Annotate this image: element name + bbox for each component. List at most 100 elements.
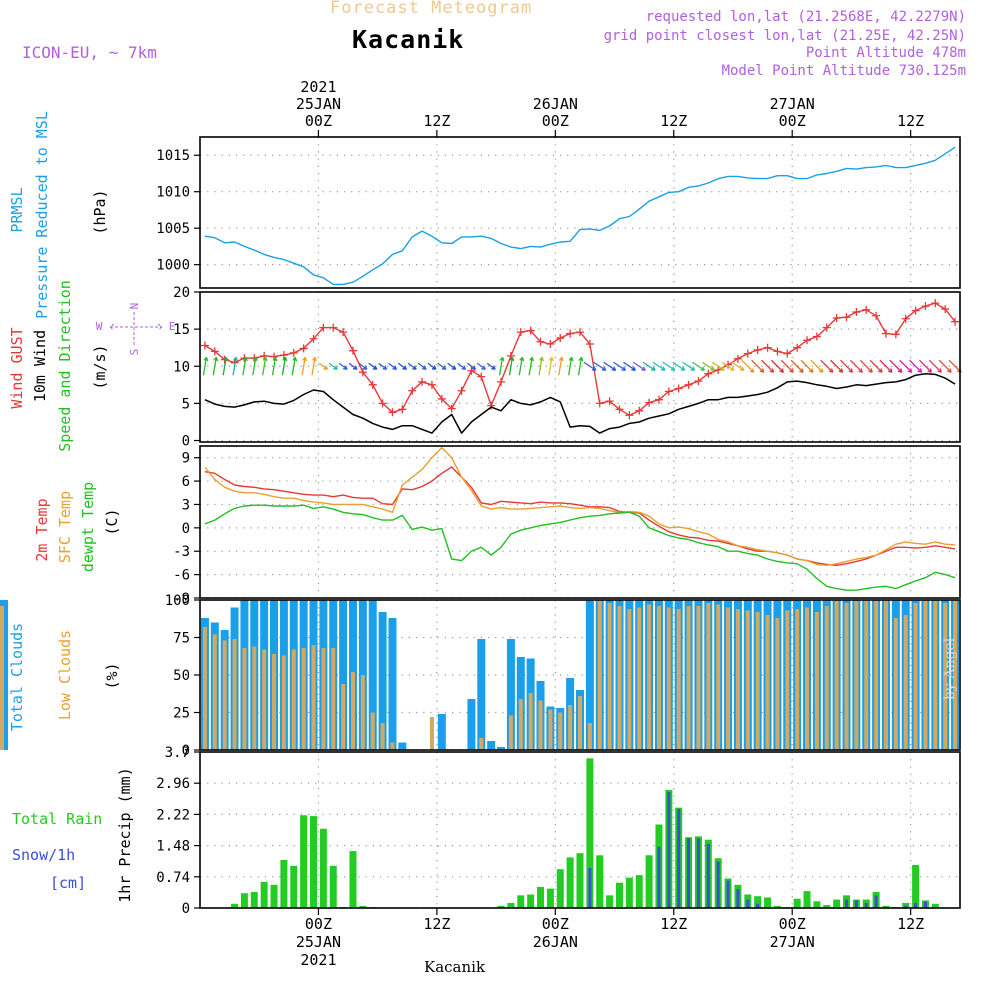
pressure-ytick-label: 1000 bbox=[156, 258, 190, 274]
rain-bar bbox=[556, 869, 564, 908]
low-cloud-bar bbox=[578, 696, 582, 750]
wind-direction-arrowhead bbox=[312, 356, 317, 362]
rain-bar bbox=[645, 855, 653, 908]
wind-direction-arrowhead bbox=[203, 356, 209, 362]
precip-ylabel-cm: [cm] bbox=[50, 874, 86, 892]
wind-direction-arrowhead bbox=[242, 356, 248, 362]
wind-direction-arrow bbox=[548, 357, 553, 376]
wind-gust-point bbox=[319, 323, 328, 332]
wind-direction-arrowhead bbox=[431, 365, 437, 370]
wind-direction-arrow bbox=[338, 362, 348, 370]
wind-direction-arrow bbox=[692, 361, 705, 371]
rain-bar bbox=[576, 853, 584, 908]
total-cloud-bar bbox=[398, 742, 407, 750]
bottom-axis-label: 2021 bbox=[300, 951, 336, 969]
low-cloud-bar bbox=[805, 607, 810, 750]
wind-direction-arrowhead bbox=[848, 368, 854, 373]
low-cloud-bar bbox=[548, 709, 553, 750]
pressure-ytick-label: 1005 bbox=[156, 221, 190, 237]
precip-ytick-label: 0 bbox=[182, 901, 190, 917]
model-altitude: Model Point Altitude 730.125m bbox=[721, 63, 966, 79]
wind-gust-point bbox=[852, 308, 861, 317]
temperature-ytick-label: 0 bbox=[182, 521, 190, 537]
wind-direction-arrow bbox=[622, 361, 636, 371]
temp-ylabel-dewpt: dewpt Temp bbox=[79, 482, 97, 572]
wind-direction-arrow bbox=[711, 361, 725, 371]
wind-direction-arrowhead bbox=[759, 368, 765, 373]
rain-bar bbox=[823, 905, 831, 908]
clouds-ytick-label: 100 bbox=[165, 593, 190, 609]
low-cloud-bar bbox=[903, 615, 908, 750]
temperature-ytick-label: 9 bbox=[182, 451, 190, 467]
pressure-line bbox=[204, 146, 956, 286]
wind-direction-arrow bbox=[348, 362, 358, 370]
wind-direction-arrowhead bbox=[461, 365, 467, 370]
wind-direction-arrowhead bbox=[749, 368, 755, 373]
wind-direction-arrowhead bbox=[897, 368, 903, 373]
pressure-ylabel-2: Pressure Reduced to MSL bbox=[33, 111, 51, 319]
low-cloud-bar bbox=[834, 600, 839, 750]
wind-direction-arrowhead bbox=[799, 368, 804, 373]
low-cloud-bar bbox=[706, 603, 711, 750]
pressure-ytick-label: 1010 bbox=[156, 185, 190, 201]
wind-direction-arrowhead bbox=[808, 368, 814, 373]
wind-direction-arrow bbox=[731, 361, 745, 371]
temp-dewpt-line bbox=[204, 504, 956, 591]
low-cloud-bar bbox=[913, 603, 918, 750]
rain-bar bbox=[310, 816, 318, 908]
snow-bar bbox=[726, 880, 730, 908]
wind-direction-arrowhead bbox=[333, 365, 338, 370]
snow-bar bbox=[854, 900, 858, 908]
low-cloud-bar bbox=[824, 606, 829, 750]
wind-gust-point bbox=[536, 337, 545, 346]
wind-direction-arrow bbox=[603, 361, 616, 371]
low-cloud-bar bbox=[943, 603, 948, 750]
wind-ytick-label: 10 bbox=[173, 359, 190, 375]
snow-bar bbox=[588, 867, 592, 908]
compass-west: W bbox=[96, 320, 103, 333]
rain-bar bbox=[902, 902, 910, 908]
wind-speed-line bbox=[204, 372, 956, 434]
snow-bar bbox=[746, 899, 750, 908]
wind-direction-arrow bbox=[652, 361, 666, 371]
wind-gust-point bbox=[477, 372, 486, 381]
wind-direction-arrowhead bbox=[343, 365, 348, 370]
wind-direction-arrow bbox=[311, 357, 316, 376]
requested-coordinates: requested lon,lat (21.2568E, 42.2279N) bbox=[645, 9, 966, 25]
wind-gust-point bbox=[368, 380, 377, 389]
wind-gust-point bbox=[467, 366, 476, 375]
top-axis-label: 00Z bbox=[779, 112, 806, 130]
low-cloud-bar bbox=[272, 654, 277, 750]
rain-bar bbox=[527, 894, 535, 908]
wind-direction-arrow bbox=[879, 359, 893, 373]
low-cloud-bar bbox=[370, 712, 375, 750]
wind-direction-arrowhead bbox=[302, 356, 308, 362]
wind-unit-label: (m/s) bbox=[91, 344, 109, 389]
wind-gust-point bbox=[901, 314, 910, 323]
wind-direction-arrow bbox=[447, 362, 457, 370]
wind-direction-arrowhead bbox=[519, 356, 525, 362]
snow-bar bbox=[756, 903, 760, 908]
wind-direction-arrowhead bbox=[402, 365, 407, 370]
precip-frame bbox=[199, 751, 961, 909]
wind-gust-point bbox=[210, 347, 219, 356]
wind-direction-arrow bbox=[397, 362, 407, 370]
wind-direction-arrow bbox=[437, 362, 447, 370]
wind-direction-arrow bbox=[918, 359, 932, 373]
rain-bar bbox=[931, 903, 939, 908]
precip-unit-label: 1hr Precip (mm) bbox=[116, 767, 134, 902]
wind-direction-arrowhead bbox=[262, 356, 268, 362]
watermark: by Angel bbox=[942, 637, 958, 700]
wind-gust-point bbox=[674, 384, 683, 393]
precip-ytick-label: 0.74 bbox=[156, 870, 190, 886]
wind-direction-arrow bbox=[672, 361, 686, 371]
wind-gust-point bbox=[556, 334, 565, 343]
total-cloud-bar bbox=[368, 600, 377, 750]
wind-gust-point bbox=[299, 344, 308, 353]
wind-direction-arrow bbox=[701, 361, 715, 371]
wind-gust-point bbox=[911, 306, 920, 315]
wind-direction-arrow bbox=[577, 357, 583, 376]
wind-direction-arrowhead bbox=[680, 366, 686, 371]
wind-direction-arrowhead bbox=[690, 366, 696, 371]
top-axis-label: 2021 bbox=[300, 78, 336, 96]
